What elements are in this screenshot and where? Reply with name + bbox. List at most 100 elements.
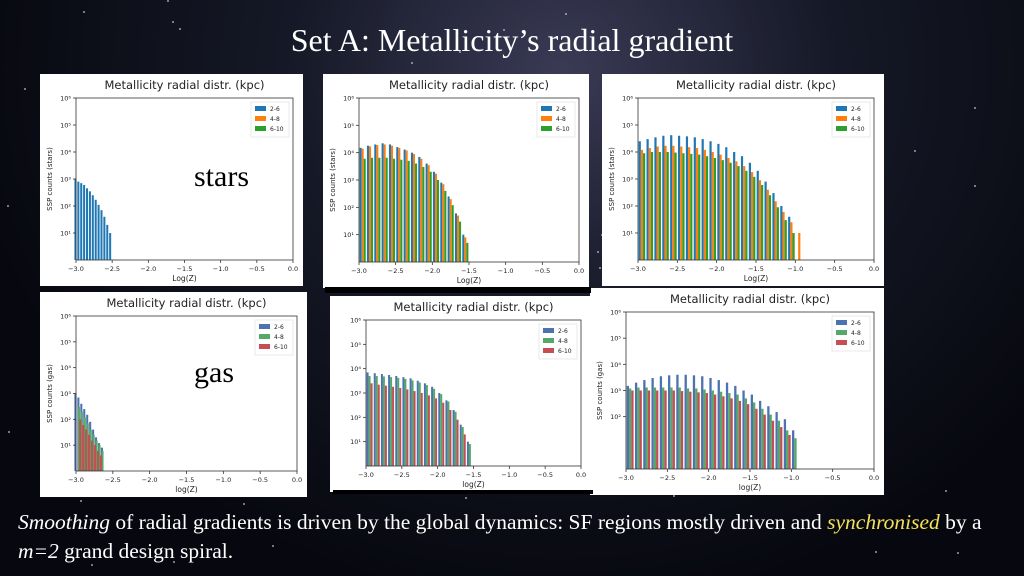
bar xyxy=(771,420,775,469)
bar xyxy=(429,171,432,262)
bar xyxy=(368,375,371,466)
bar xyxy=(440,394,443,466)
legend-swatch xyxy=(255,116,266,121)
bar xyxy=(690,153,693,260)
bar xyxy=(442,402,445,466)
bar xyxy=(680,391,684,469)
legend-entry: 2-6 xyxy=(558,328,568,335)
x-tick-label: −2.0 xyxy=(140,265,156,273)
x-tick-label: −2.0 xyxy=(701,474,717,482)
bar xyxy=(411,380,414,466)
x-tick-label: −2.5 xyxy=(659,474,675,482)
bar xyxy=(640,149,644,260)
star-dot xyxy=(875,551,877,553)
bar xyxy=(409,378,412,466)
bar xyxy=(459,221,462,262)
bar xyxy=(88,434,91,471)
bar xyxy=(454,411,457,466)
bar xyxy=(423,383,426,466)
chart-title: Metallicity radial distr. (kpc) xyxy=(676,78,836,92)
bar xyxy=(422,166,425,262)
bar xyxy=(418,156,421,262)
chart-svg: Metallicity radial distr. (kpc) −3.0 −2.5 −… xyxy=(46,296,302,494)
y-tick-label: 10⁶ xyxy=(60,95,71,103)
bar xyxy=(733,152,736,260)
x-tick-label: −2.5 xyxy=(394,471,410,479)
bar xyxy=(672,145,675,260)
bar xyxy=(371,157,374,262)
star-dot xyxy=(503,29,505,31)
caption-text: grand design spiral. xyxy=(58,539,234,563)
y-tick-label: 10³ xyxy=(622,176,633,184)
chart-panel-stars-3: Metallicity radial distr. (kpc) −3.0 −2.5 −… xyxy=(602,74,884,286)
slide-caption: Smoothing of radial gradients is driven … xyxy=(18,508,1008,566)
legend-swatch xyxy=(543,348,554,353)
y-tick-label: 10¹ xyxy=(622,230,633,238)
label-stars: stars xyxy=(194,160,249,193)
bar xyxy=(363,158,366,262)
y-tick-label: 10² xyxy=(610,413,621,421)
chart-panel-gas-3: Metallicity radial distr. (kpc) −3.0 −2.5 −… xyxy=(590,288,884,495)
chart-panel-stars-1: Metallicity radial distr. (kpc) −3.0 −2.5 −… xyxy=(40,74,303,286)
bar xyxy=(373,373,376,466)
bar xyxy=(438,393,441,466)
bar xyxy=(74,393,77,471)
bar xyxy=(396,147,399,262)
x-tick-label: −2.5 xyxy=(105,476,121,484)
y-axis-label: SSP counts (stars) xyxy=(46,147,54,211)
bar xyxy=(454,213,457,262)
legend-swatch xyxy=(255,106,266,111)
bar xyxy=(432,171,435,262)
bar xyxy=(678,387,681,469)
bar xyxy=(689,391,692,469)
x-tick-label: −3.0 xyxy=(68,476,84,484)
bar xyxy=(790,222,793,260)
chart-title: Metallicity radial distr. (kpc) xyxy=(104,78,264,92)
x-axis-label: log(Z) xyxy=(462,480,484,489)
star-dot xyxy=(8,431,10,433)
y-axis-label: SSP counts (gas) xyxy=(46,364,54,423)
bar xyxy=(97,204,100,260)
bar xyxy=(464,237,467,262)
bar xyxy=(410,152,413,262)
bar xyxy=(452,410,455,466)
bar xyxy=(703,389,706,469)
legend-swatch xyxy=(836,116,847,121)
y-tick-label: 10⁴ xyxy=(60,149,71,157)
bar xyxy=(462,234,465,262)
bar xyxy=(798,233,801,260)
y-axis-label: SSP counts (stars) xyxy=(608,147,616,211)
x-axis-label: log(Z) xyxy=(739,483,761,492)
bar xyxy=(425,385,428,466)
y-tick-label: 10⁶ xyxy=(60,313,71,321)
y-tick-label: 10³ xyxy=(350,390,361,398)
bar xyxy=(685,136,689,260)
bar xyxy=(727,157,730,260)
bar xyxy=(427,395,430,466)
star-dot xyxy=(7,205,9,207)
star-dot xyxy=(173,561,175,563)
star-dot xyxy=(599,267,601,269)
bar xyxy=(631,390,634,469)
caption-synchronised: synchronised xyxy=(827,510,940,534)
chart-title: Metallicity radial distr. (kpc) xyxy=(389,78,549,92)
bar xyxy=(374,144,377,262)
y-axis-label: SSP counts (gas) xyxy=(596,361,604,420)
bar xyxy=(628,388,632,469)
bar xyxy=(376,145,379,262)
bar xyxy=(736,394,739,469)
bar xyxy=(668,375,671,469)
bar xyxy=(695,148,699,260)
y-tick-label: 10² xyxy=(60,416,71,424)
bar xyxy=(711,152,714,260)
x-tick-label: 0.0 xyxy=(288,265,298,273)
chart-panel-gas-1: Metallicity radial distr. (kpc) −3.0 −2.5 −… xyxy=(40,292,307,497)
bar xyxy=(637,387,640,469)
y-tick-label: 10² xyxy=(350,414,361,422)
bar xyxy=(80,183,83,260)
legend-swatch xyxy=(259,334,270,339)
bar xyxy=(397,377,400,466)
bar xyxy=(670,135,673,260)
bar xyxy=(747,404,750,469)
star-dot xyxy=(172,21,174,23)
